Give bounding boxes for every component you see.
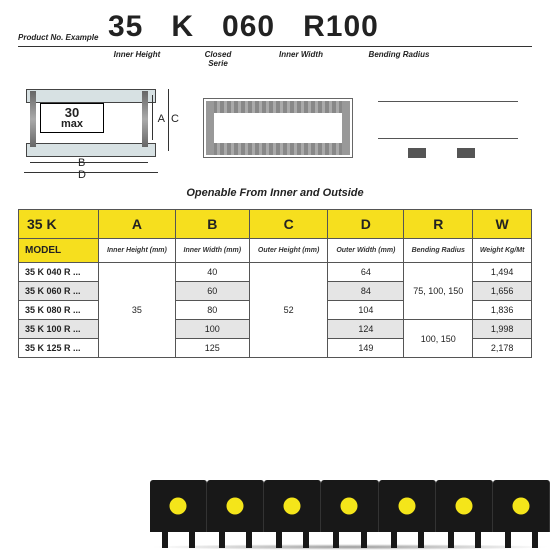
sub-a: Inner Height (mm) [99, 239, 176, 263]
side-profile-diagram [373, 93, 523, 163]
dim-d: D [78, 169, 86, 181]
spec-table: 35 K A B C D R W MODEL Inner Height (mm)… [18, 209, 532, 358]
top-view-diagram [203, 98, 353, 158]
sub-w: Weight Kg/Mt [473, 239, 532, 263]
sub-d: Outer Width (mm) [328, 239, 404, 263]
diagram-row: 30 max A C B D [18, 80, 532, 175]
th-d: D [328, 210, 404, 239]
dim-c: C [171, 113, 179, 125]
cell-r1: 75, 100, 150 [404, 263, 473, 320]
th-w: W [473, 210, 532, 239]
code-inner-width: 060 [222, 10, 275, 44]
cell-c: 52 [249, 263, 328, 358]
code-series: K [171, 10, 194, 44]
th-series: 35 K [19, 210, 99, 239]
sub-r: Bending Radius [404, 239, 473, 263]
th-model: MODEL [19, 239, 99, 263]
th-r: R [404, 210, 473, 239]
product-label: Product No. Example [18, 33, 108, 44]
cell-a: 35 [99, 263, 176, 358]
product-code-row: Product No. Example 35 K 060 R100 [18, 10, 532, 47]
th-a: A [99, 210, 176, 239]
cross-section-diagram: 30 max A C B D [18, 83, 183, 173]
product-photo [0, 455, 550, 550]
th-c: C [249, 210, 328, 239]
sub-b: Inner Width (mm) [175, 239, 249, 263]
th-b: B [175, 210, 249, 239]
table-row: 35 K 040 R ... 35 40 52 64 75, 100, 150 … [19, 263, 532, 282]
dim-b: B [78, 157, 85, 169]
max-label: max [61, 119, 83, 130]
cell-r2: 100, 150 [404, 320, 473, 358]
sub-c: Outer Height (mm) [249, 239, 328, 263]
dim-a: A [158, 113, 165, 125]
max-value: 30 [65, 106, 79, 119]
code-inner-height: 35 [108, 10, 143, 44]
max-badge: 30 max [40, 103, 104, 133]
code-radius: R100 [303, 10, 379, 44]
caption: Openable From Inner and Outside [18, 187, 532, 199]
sub-radius: Bending Radius [360, 50, 438, 68]
sub-inner-width: Inner Width [270, 50, 332, 68]
sub-series: Closed Serie [194, 50, 242, 68]
sub-inner-height: Inner Height [108, 50, 166, 68]
